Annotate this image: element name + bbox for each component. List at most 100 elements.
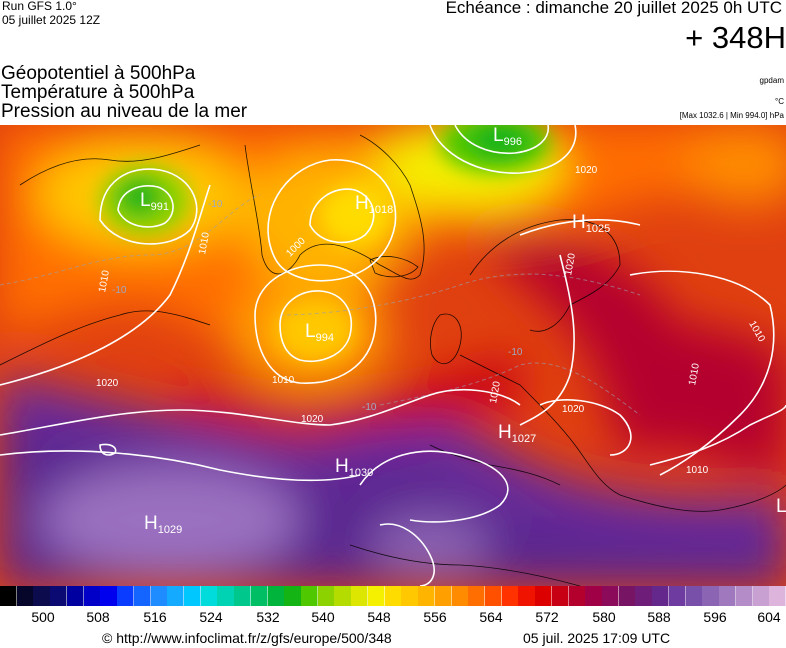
scale-swatch — [301, 586, 319, 606]
scale-tick: 588 — [647, 609, 671, 625]
scale-swatch — [250, 586, 269, 606]
pressure-center-h-1030: H1030 — [335, 456, 373, 479]
scale-swatch — [769, 586, 786, 606]
scale-swatch — [83, 586, 101, 606]
scale-swatch — [367, 586, 386, 606]
pressure-center-l-994: L994 — [305, 321, 334, 344]
isobar-label: 1020 — [488, 380, 503, 404]
temperature-label: -10 — [508, 347, 523, 358]
scale-tick: 604 — [757, 609, 781, 625]
isobar-label: 1020 — [562, 404, 585, 415]
scale-swatch — [652, 586, 670, 606]
scale-swatch — [518, 586, 536, 606]
scale-swatch — [551, 586, 570, 606]
scale-swatch — [635, 586, 653, 606]
scale-swatch — [702, 586, 720, 606]
run-date: 05 juillet 2025 12Z — [2, 13, 101, 27]
scale-swatch — [535, 586, 553, 606]
temperature-label: -10 — [362, 402, 377, 413]
europe-coast — [459, 354, 786, 512]
variable-temperature: Température à 500hPa — [1, 82, 195, 103]
scale-tick: 548 — [367, 609, 391, 625]
scale-swatch — [384, 586, 402, 606]
pressure-center-h-1027: H1027 — [498, 422, 536, 445]
pressure-center-h-1018: H1018 — [355, 193, 393, 216]
scale-swatch — [351, 586, 369, 606]
scale-tick: 564 — [479, 609, 503, 625]
isobar-label: 1010 — [687, 362, 702, 386]
scale-tick: 516 — [143, 609, 167, 625]
unit-celsius: °C — [775, 97, 784, 106]
scale-swatch — [602, 586, 620, 606]
isobar-label: 1020 — [575, 165, 598, 176]
scale-swatch — [234, 586, 252, 606]
scale-tick: 596 — [703, 609, 727, 625]
isobar-label: 1010 — [686, 465, 709, 476]
scale-tick: 572 — [535, 609, 559, 625]
canada-coast — [19, 144, 201, 186]
weather-map: L996 H1025 L991 H1018 L994 H1027 H1030 H… — [0, 125, 786, 586]
scale-swatch — [267, 586, 285, 606]
scale-tick: 580 — [592, 609, 616, 625]
run-label: Run GFS 1.0° — [2, 0, 77, 13]
scale-swatch — [451, 586, 469, 606]
scale-swatch — [735, 586, 754, 606]
pressure-center-l-east: L — [776, 496, 786, 517]
scale-swatch — [618, 586, 636, 606]
temperature-label: -10 — [112, 285, 127, 296]
scale-tick: 508 — [86, 609, 110, 625]
scale-tick: 524 — [199, 609, 223, 625]
lead-time: + 348H — [685, 20, 786, 55]
color-scale-bar — [0, 586, 786, 606]
scale-swatch — [317, 586, 335, 606]
isobar-label: 1010 — [97, 269, 112, 293]
scale-swatch — [200, 586, 218, 606]
scale-swatch — [668, 586, 687, 606]
scale-swatch — [117, 586, 135, 606]
scale-swatch — [16, 586, 34, 606]
temperature-label: -10 — [208, 199, 223, 210]
scale-tick: 556 — [423, 609, 447, 625]
scale-swatch — [434, 586, 453, 606]
north-america-coast — [0, 310, 211, 366]
scale-swatch — [468, 586, 486, 606]
scale-swatch — [183, 586, 202, 606]
variable-pressure: Pression au niveau de la mer — [1, 101, 248, 122]
pressure-center-h-1025: H1025 — [572, 212, 610, 235]
scale-swatch — [150, 586, 168, 606]
copyright-link[interactable]: © http://www.infoclimat.fr/z/gfs/europe/… — [102, 630, 392, 646]
forecast-valid-time: Echéance : dimanche 20 juillet 2025 0h U… — [445, 0, 782, 17]
scale-swatch — [585, 586, 603, 606]
scale-swatch — [167, 586, 185, 606]
scale-swatch — [401, 586, 419, 606]
iceland-coast — [369, 256, 419, 278]
british-isles-coast — [430, 313, 462, 365]
pressure-center-l-996: L996 — [493, 125, 522, 148]
pressure-center-h-1029: H1029 — [144, 513, 182, 536]
scale-tick: 540 — [311, 609, 335, 625]
scale-tick: 532 — [256, 609, 280, 625]
scale-swatch — [418, 586, 436, 606]
pressure-range: [Max 1032.6 | Min 994.0] hPa — [679, 111, 784, 120]
scale-swatch — [33, 586, 51, 606]
isobar-label: 1020 — [301, 414, 324, 425]
variable-geopotential: Géopotentiel à 500hPa — [1, 63, 196, 84]
scale-swatch — [685, 586, 703, 606]
pressure-center-l-991: L991 — [140, 190, 169, 213]
scale-swatch — [484, 586, 503, 606]
generation-date: 05 juil. 2025 17:09 UTC — [523, 630, 671, 646]
scale-swatch — [568, 586, 586, 606]
scale-swatch — [217, 586, 235, 606]
scandinavia-coast — [469, 219, 621, 332]
africa-coast — [349, 544, 581, 586]
isobar-label: 1020 — [563, 252, 578, 276]
scale-swatch — [0, 586, 18, 606]
scale-swatch — [284, 586, 302, 606]
scale-swatch — [133, 586, 151, 606]
scale-swatch — [50, 586, 68, 606]
unit-gpdam: gpdam — [759, 76, 784, 85]
scale-swatch — [719, 586, 737, 606]
scale-tick: 500 — [31, 609, 55, 625]
isobar-label: 1010 — [197, 231, 212, 255]
isobar-label: 1010 — [272, 375, 295, 386]
